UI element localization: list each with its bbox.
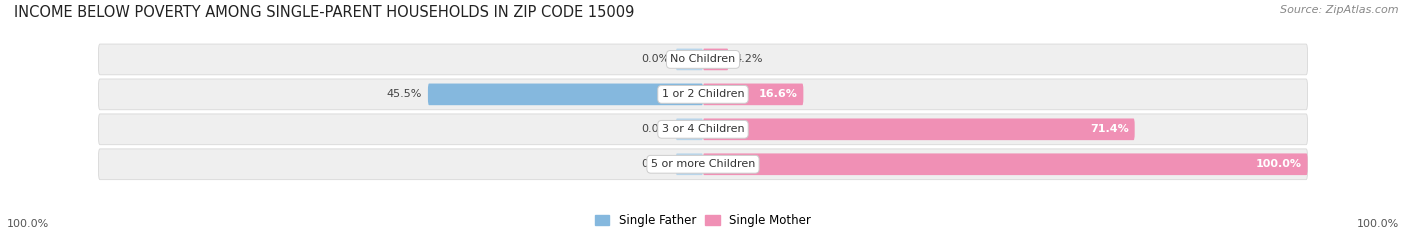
Text: 3 or 4 Children: 3 or 4 Children [662, 124, 744, 134]
FancyBboxPatch shape [98, 44, 1308, 75]
FancyBboxPatch shape [703, 153, 1308, 175]
Text: Source: ZipAtlas.com: Source: ZipAtlas.com [1281, 5, 1399, 15]
Text: 0.0%: 0.0% [641, 159, 669, 169]
Text: INCOME BELOW POVERTY AMONG SINGLE-PARENT HOUSEHOLDS IN ZIP CODE 15009: INCOME BELOW POVERTY AMONG SINGLE-PARENT… [14, 5, 634, 20]
Text: 5 or more Children: 5 or more Children [651, 159, 755, 169]
FancyBboxPatch shape [703, 83, 803, 105]
Text: 16.6%: 16.6% [758, 89, 797, 99]
FancyBboxPatch shape [98, 114, 1308, 145]
Text: 100.0%: 100.0% [7, 219, 49, 229]
Text: 45.5%: 45.5% [387, 89, 422, 99]
Text: 1 or 2 Children: 1 or 2 Children [662, 89, 744, 99]
FancyBboxPatch shape [676, 153, 703, 175]
FancyBboxPatch shape [98, 149, 1308, 180]
FancyBboxPatch shape [703, 48, 728, 70]
FancyBboxPatch shape [676, 48, 703, 70]
FancyBboxPatch shape [703, 118, 1135, 140]
Legend: Single Father, Single Mother: Single Father, Single Mother [595, 214, 811, 227]
Text: 0.0%: 0.0% [641, 124, 669, 134]
Text: 100.0%: 100.0% [1357, 219, 1399, 229]
FancyBboxPatch shape [427, 83, 703, 105]
Text: 71.4%: 71.4% [1090, 124, 1129, 134]
FancyBboxPatch shape [98, 79, 1308, 110]
Text: No Children: No Children [671, 55, 735, 64]
Text: 0.0%: 0.0% [641, 55, 669, 64]
Text: 4.2%: 4.2% [734, 55, 763, 64]
FancyBboxPatch shape [676, 118, 703, 140]
Text: 100.0%: 100.0% [1256, 159, 1302, 169]
